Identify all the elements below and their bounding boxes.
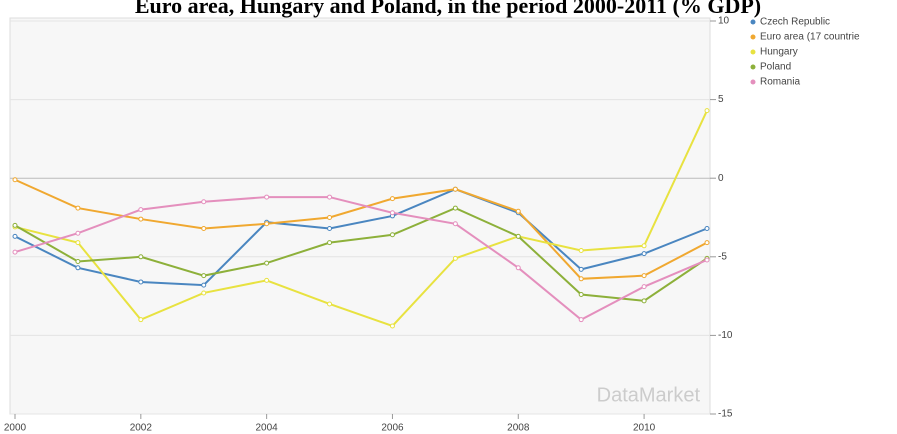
point [75,230,81,236]
legend-label: Poland [760,62,791,73]
point [138,216,144,222]
x-tick-label: 2000 [4,423,27,434]
series-line [14,196,708,321]
point [12,177,18,183]
x-tick-label: 2006 [381,423,404,434]
point [641,298,647,304]
y-tick-label: 5 [718,94,724,105]
point [452,221,458,227]
point [452,186,458,192]
point [389,196,395,202]
point [452,205,458,211]
legend-swatch [750,79,756,85]
point [704,108,710,114]
point [138,317,144,323]
point [641,284,647,290]
chart-title: Euro area, Hungary and Poland, in the pe… [135,0,761,18]
legend-swatch [750,64,756,70]
point [641,251,647,257]
legend-swatch [750,49,756,55]
point [327,240,333,246]
point [75,265,81,271]
y-tick-label: -5 [718,251,727,262]
point [201,282,207,288]
x-tick-label: 2008 [507,423,530,434]
legend-label: Romania [760,77,800,88]
watermark: DataMarket [597,384,701,406]
point [515,208,521,214]
series-line [14,188,708,287]
point [75,205,81,211]
series-line [14,110,708,328]
point [578,266,584,272]
point [264,277,270,283]
x-tick-label: 2010 [633,423,656,434]
point [389,323,395,329]
point [578,248,584,254]
point [452,255,458,261]
point [389,232,395,238]
point [12,249,18,255]
legend-swatch [750,34,756,40]
point [201,226,207,232]
point [327,301,333,307]
point [389,210,395,216]
point [12,233,18,239]
point [264,194,270,200]
legend-label: Czech Republic [760,17,830,28]
y-tick-label: 0 [718,173,724,184]
plot-area [9,17,711,415]
point [704,257,710,263]
point [264,260,270,266]
y-tick-label: 10 [718,16,730,27]
legend-swatch [750,19,756,25]
point [264,221,270,227]
point [578,276,584,282]
point [201,290,207,296]
series-line [14,206,708,302]
point [578,292,584,298]
x-tick-label: 2004 [256,423,279,434]
legend-label: Euro area (17 countrie [760,32,860,43]
point [138,254,144,260]
point [704,240,710,246]
series-line [14,178,708,280]
y-tick-label: -15 [718,409,733,420]
point [327,215,333,220]
point [12,222,18,228]
point [578,317,584,323]
point [138,279,144,285]
point [515,265,521,271]
y-tick-label: -10 [718,330,733,341]
x-tick-label: 2002 [130,423,153,434]
point [704,226,710,232]
point [201,199,207,205]
point [515,233,521,239]
point [138,207,144,213]
point [641,243,647,249]
point [75,259,81,265]
point [75,240,81,246]
point [327,194,333,200]
point [641,273,647,279]
point [201,273,207,279]
legend-label: Hungary [760,47,798,58]
point [327,226,333,232]
